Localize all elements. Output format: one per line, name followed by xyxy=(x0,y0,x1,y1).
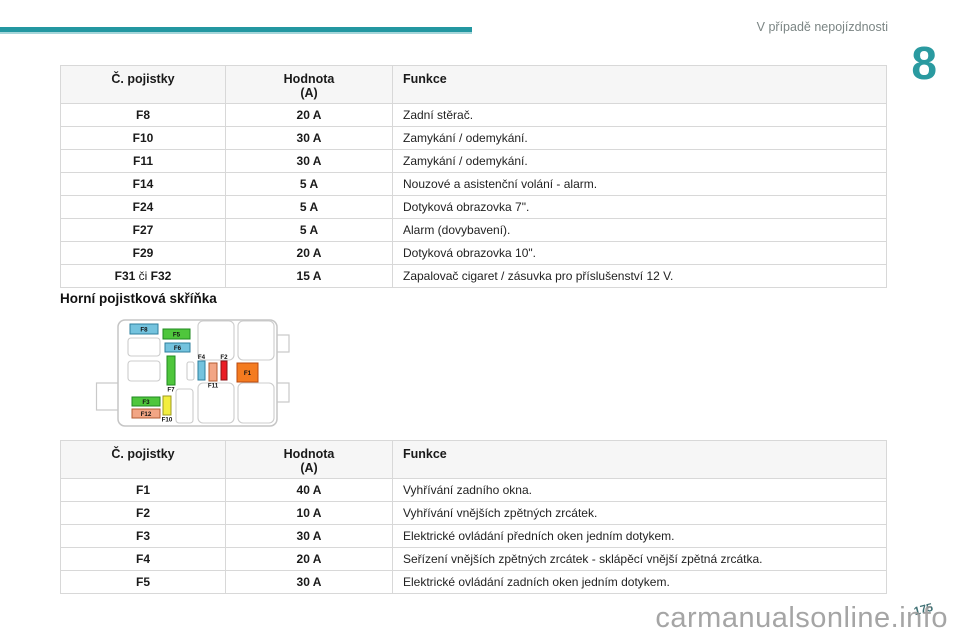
fuse-F4 xyxy=(197,360,206,381)
fuse-number-cell: F2 xyxy=(60,501,226,525)
fuse-number-cell: F24 xyxy=(60,195,226,219)
fuse-function-cell: Elektrické ovládání předních oken jedním… xyxy=(392,524,887,548)
fusebox-right-tab-top xyxy=(275,334,290,353)
fuse-label-F1: F1 xyxy=(244,370,252,377)
fuse-number-cell: F4 xyxy=(60,547,226,571)
fuse-value-cell: 30 A xyxy=(225,524,393,548)
fuse-value-cell: 20 A xyxy=(225,547,393,571)
table-row: F14 5 A Nouzové a asistenční volání - alar… xyxy=(60,172,887,196)
fuse-value-cell: 5 A xyxy=(225,218,393,242)
table-row: F4 20 A Seřízení vnějších zpětných zrcátek… xyxy=(60,547,887,571)
fuse-F7 xyxy=(166,355,176,386)
fuse-function-cell: Seřízení vnějších zpětných zrcátek - skl… xyxy=(392,547,887,571)
fuse-F11 xyxy=(208,362,218,382)
fuse-F1 xyxy=(236,362,259,383)
fuse-value-cell: 5 A xyxy=(225,195,393,219)
fuse-number-cell: F29 xyxy=(60,241,226,265)
fuse-function-cell: Vyhřívání zadního okna. xyxy=(392,478,887,502)
table-header-row: Č. pojistky Hodnota (A) Funkce xyxy=(60,440,887,479)
table-row: F24 5 A Dotyková obrazovka 7". xyxy=(60,195,887,219)
fuse-value-cell: 30 A xyxy=(225,126,393,150)
fuse-F5 xyxy=(162,328,191,340)
header-value: Hodnota (A) xyxy=(225,65,393,104)
fuse-number-cell: F10 xyxy=(60,126,226,150)
table-row: F2 10 A Vyhřívání vnějších zpětných zrcáte… xyxy=(60,501,887,525)
fuse-function-cell: Elektrické ovládání zadních oken jedním … xyxy=(392,570,887,594)
fuse-number-cell: F1 xyxy=(60,478,226,502)
fuse-box-diagram: F8 F5 F6 F7 F4 F11 F2 F1 F3 F12 F10 xyxy=(95,319,290,427)
fuse-value-cell: 20 A xyxy=(225,103,393,127)
fuse-label-F7: F7 xyxy=(167,387,175,394)
fuse-function-cell: Zamykání / odemykání. xyxy=(392,126,887,150)
fuse-function-cell: Alarm (dovybavení). xyxy=(392,218,887,242)
table-row: F31 či F32 15 A Zapalovač cigaret / zásuvk… xyxy=(60,264,887,288)
fusebox-right-tab-bottom xyxy=(275,382,290,403)
fuse-number-cell: F27 xyxy=(60,218,226,242)
header-rule xyxy=(0,27,472,34)
fuse-label-F12: F12 xyxy=(141,411,152,418)
header-fuse-number: Č. pojistky xyxy=(60,440,226,479)
fuse-F12 xyxy=(131,408,161,419)
fuse-value-cell: 40 A xyxy=(225,478,393,502)
table-row: F11 30 A Zamykání / odemykání. xyxy=(60,149,887,173)
fuse-number-cell: F11 xyxy=(60,149,226,173)
fuse-function-cell: Zamykání / odemykání. xyxy=(392,149,887,173)
fuse-F3 xyxy=(131,396,161,407)
section-heading: Horní pojistková skříňka xyxy=(60,291,217,306)
fuse-label-F11: F11 xyxy=(208,383,219,390)
fuse-F2 xyxy=(220,360,228,381)
fuse-label-F3: F3 xyxy=(142,399,150,406)
fuse-function-cell: Dotyková obrazovka 10". xyxy=(392,241,887,265)
fuse-value-cell: 10 A xyxy=(225,501,393,525)
table-row: F5 30 A Elektrické ovládání zadních oken j… xyxy=(60,570,887,594)
fuse-number-cell: F5 xyxy=(60,570,226,594)
table-row: F8 20 A Zadní stěrač. xyxy=(60,103,887,127)
fuse-label-F8: F8 xyxy=(140,326,148,333)
fuse-table-upper-box: Č. pojistky Hodnota (A) Funkce F1 40 A Vyhř… xyxy=(60,440,887,594)
fuse-F8 xyxy=(129,323,159,335)
fuse-number-cell: F14 xyxy=(60,172,226,196)
watermark: carmanualsonline.info xyxy=(655,602,948,634)
header-value: Hodnota (A) xyxy=(225,440,393,479)
fuse-function-cell: Nouzové a asistenční volání - alarm. xyxy=(392,172,887,196)
fuse-label-F10: F10 xyxy=(162,417,173,424)
fuse-function-cell: Zadní stěrač. xyxy=(392,103,887,127)
fuse-number-cell: F31 či F32 xyxy=(60,264,226,288)
fuse-value-cell: 30 A xyxy=(225,149,393,173)
fuse-table-main: Č. pojistky Hodnota (A) Funkce F8 20 A Zadn… xyxy=(60,65,887,288)
table-row: F29 20 A Dotyková obrazovka 10". xyxy=(60,241,887,265)
fuse-label-F5: F5 xyxy=(173,331,181,338)
fuse-number-cell: F8 xyxy=(60,103,226,127)
fuse-value-cell: 15 A xyxy=(225,264,393,288)
fuse-label-F2: F2 xyxy=(220,354,228,361)
fuse-function-cell: Vyhřívání vnějších zpětných zrcátek. xyxy=(392,501,887,525)
table-row: F1 40 A Vyhřívání zadního okna. xyxy=(60,478,887,502)
running-header: V případě nepojízdnosti xyxy=(756,20,888,34)
fuse-value-cell: 5 A xyxy=(225,172,393,196)
header-function: Funkce xyxy=(392,440,887,479)
header-function: Funkce xyxy=(392,65,887,104)
table-row: F27 5 A Alarm (dovybavení). xyxy=(60,218,887,242)
fusebox-left-tab xyxy=(95,382,120,411)
header-fuse-number: Č. pojistky xyxy=(60,65,226,104)
fuse-function-cell: Dotyková obrazovka 7". xyxy=(392,195,887,219)
table-row: F10 30 A Zamykání / odemykání. xyxy=(60,126,887,150)
fuse-function-cell: Zapalovač cigaret / zásuvka pro přísluše… xyxy=(392,264,887,288)
empty-slots xyxy=(127,320,275,424)
fuse-label-F4: F4 xyxy=(198,354,206,361)
table-row: F3 30 A Elektrické ovládání předních oken … xyxy=(60,524,887,548)
fuse-value-cell: 20 A xyxy=(225,241,393,265)
fuse-F10 xyxy=(162,395,172,416)
chapter-number: 8 xyxy=(911,37,937,89)
fuse-number-cell: F3 xyxy=(60,524,226,548)
table-header-row: Č. pojistky Hodnota (A) Funkce xyxy=(60,65,887,104)
fuse-label-F6: F6 xyxy=(174,345,182,352)
fuse-F6 xyxy=(164,342,191,353)
fuse-value-cell: 30 A xyxy=(225,570,393,594)
